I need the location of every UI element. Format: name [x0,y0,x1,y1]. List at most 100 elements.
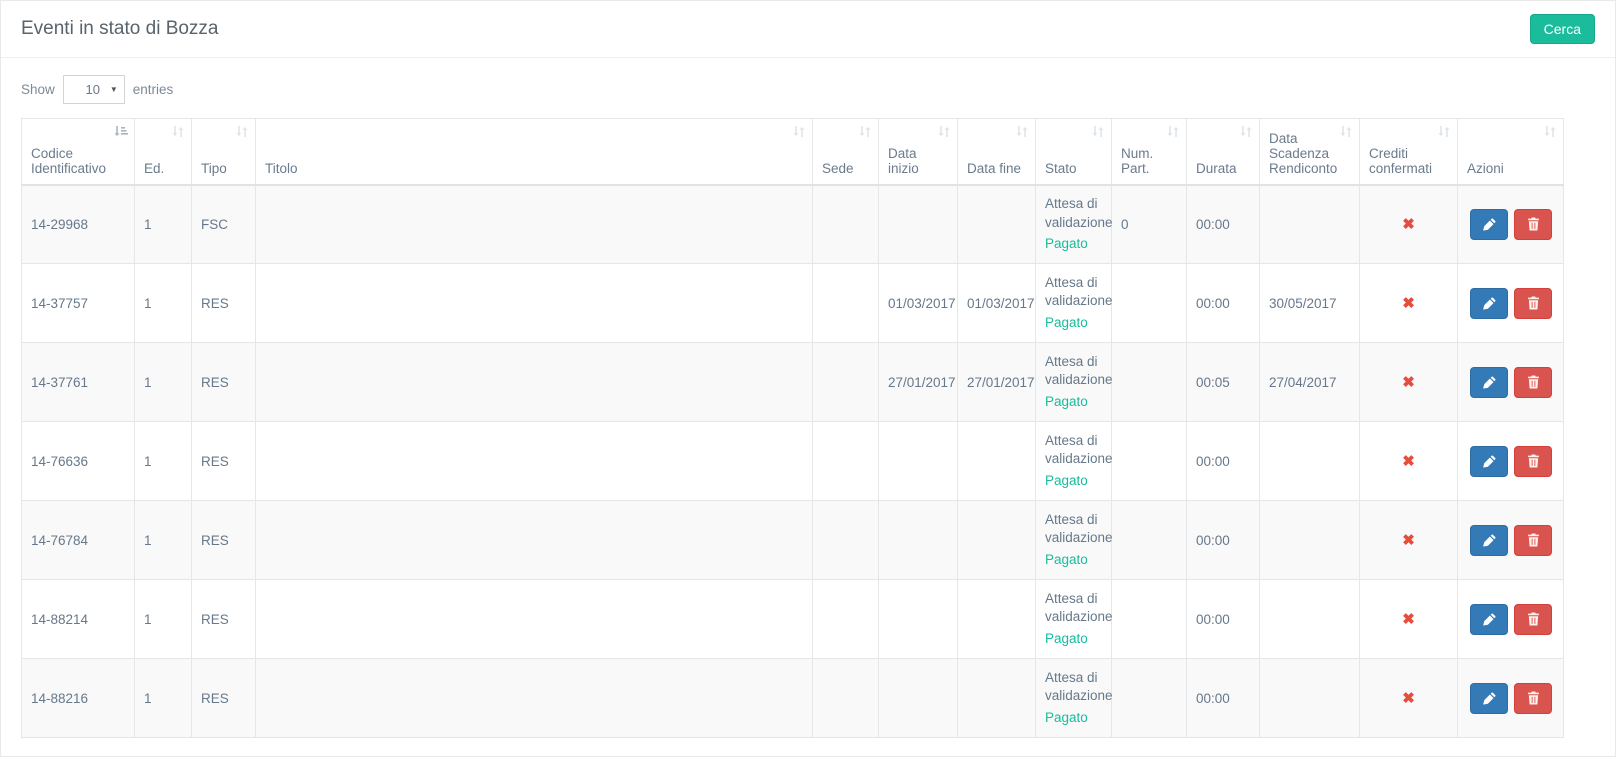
cell-num-part [1111,500,1187,580]
stato-text: Attesa di validazione [1045,433,1113,467]
sort-updown-icon [171,125,185,141]
edit-button[interactable] [1470,208,1508,240]
stato-text: Attesa di validazione [1045,354,1113,388]
cell-num-part [1111,263,1187,343]
cell-codice-identificativo: 14-29968 [21,184,135,264]
x-icon: ✖ [1402,611,1415,628]
edit-button[interactable] [1470,366,1508,398]
sort-updown-icon [1437,125,1451,141]
cerca-button[interactable]: Cerca [1529,14,1595,44]
cell-data-inizio [878,184,958,264]
cell-azioni [1457,263,1564,343]
delete-button[interactable] [1514,682,1552,714]
col-header-data-inizio[interactable]: Data inizio [878,118,958,186]
cell-data-scadenza-rendiconto [1259,579,1360,659]
delete-button[interactable] [1514,366,1552,398]
cell-ed: 1 [134,500,192,580]
cell-data-fine [957,184,1036,264]
cell-stato: Attesa di validazione Pagato [1035,579,1113,659]
trash-icon [1527,612,1540,626]
sort-updown-icon [1015,125,1029,141]
trash-icon [1527,296,1540,310]
entries-select[interactable]: 10 [62,75,125,104]
delete-button[interactable] [1514,208,1552,240]
cell-num-part [1111,579,1187,659]
cell-titolo [255,421,813,501]
cell-codice-identificativo: 14-76784 [21,500,135,580]
cell-ed: 1 [134,263,192,343]
sort-updown-icon [1543,125,1557,141]
cell-data-fine [957,658,1036,738]
sort-updown-icon [858,125,872,141]
trash-icon [1527,533,1540,547]
trash-icon [1527,375,1540,389]
sort-updown-icon [235,125,249,141]
event-row: 14-37761 1 RES 27/01/2017 27/01/2017 Attesa d… [21,342,1564,422]
col-header-tipo[interactable]: Tipo [191,118,256,186]
col-header-data-scadenza-rendiconto[interactable]: Data Scadenza Rendiconto [1259,118,1360,186]
col-label: Data Scadenza Rendiconto [1269,130,1338,176]
cell-durata: 00:00 [1186,579,1260,659]
col-header-durata[interactable]: Durata [1186,118,1260,186]
cell-stato: Attesa di validazione Pagato [1035,658,1113,738]
stato-pagamento-text: Pagato [1045,314,1088,330]
edit-button[interactable] [1470,603,1508,635]
delete-button[interactable] [1514,287,1552,319]
cell-codice-identificativo: 14-88216 [21,658,135,738]
cell-durata: 00:00 [1186,263,1260,343]
cell-num-part [1111,658,1187,738]
cell-tipo: RES [191,579,256,659]
edit-button[interactable] [1470,524,1508,556]
cell-codice-identificativo: 14-88214 [21,579,135,659]
col-header-stato[interactable]: Stato [1035,118,1112,186]
cell-sede [812,421,879,501]
x-icon: ✖ [1402,532,1415,549]
event-row: 14-29968 1 FSC Attesa di validazione Pagato 0… [21,184,1564,264]
cell-azioni [1457,658,1564,738]
trash-icon [1527,691,1540,705]
cell-data-inizio [878,421,958,501]
cell-data-scadenza-rendiconto [1259,658,1360,738]
cell-data-scadenza-rendiconto [1259,184,1360,264]
cell-codice-identificativo: 14-37757 [21,263,135,343]
delete-button[interactable] [1514,445,1552,477]
delete-button[interactable] [1514,524,1552,556]
edit-button[interactable] [1470,287,1508,319]
stato-pagamento-text: Pagato [1045,551,1088,567]
x-icon: ✖ [1402,453,1415,470]
pencil-icon [1482,691,1496,705]
cell-crediti-confermati: ✖ [1359,579,1458,659]
cell-stato: Attesa di validazione Pagato [1035,184,1113,264]
sort-amount-asc-icon [113,125,128,141]
col-header-azioni[interactable]: Azioni [1457,118,1564,186]
col-header-crediti-confermati[interactable]: Crediti confermati [1359,118,1458,186]
cell-codice-identificativo: 14-76636 [21,421,135,501]
cell-data-fine [957,500,1036,580]
cell-sede [812,658,879,738]
delete-button[interactable] [1514,603,1552,635]
cell-data-scadenza-rendiconto: 30/05/2017 [1259,263,1360,343]
sort-updown-icon [792,125,806,141]
cell-crediti-confermati: ✖ [1359,500,1458,580]
cell-data-scadenza-rendiconto: 27/04/2017 [1259,342,1360,422]
cell-durata: 00:00 [1186,658,1260,738]
edit-button[interactable] [1470,682,1508,714]
col-header-data-fine[interactable]: Data fine [957,118,1036,186]
stato-pagamento-text: Pagato [1045,235,1088,251]
panel-heading: Eventi in stato di Bozza Cerca [1,1,1615,58]
edit-button[interactable] [1470,445,1508,477]
col-header-ed[interactable]: Ed. [134,118,192,186]
cell-azioni [1457,342,1564,422]
pencil-icon [1482,375,1496,389]
pencil-icon [1482,218,1496,231]
stato-text: Attesa di validazione [1045,591,1113,625]
col-label: Ed. [144,160,165,176]
col-header-num-part[interactable]: Num. Part. [1111,118,1187,186]
col-header-codice-identificativo[interactable]: Codice Identificativo [21,118,135,186]
x-icon: ✖ [1402,690,1415,707]
col-header-sede[interactable]: Sede [812,118,879,186]
cell-tipo: RES [191,263,256,343]
cell-azioni [1457,579,1564,659]
col-header-titolo[interactable]: Titolo [255,118,813,186]
stato-pagamento-text: Pagato [1045,630,1088,646]
